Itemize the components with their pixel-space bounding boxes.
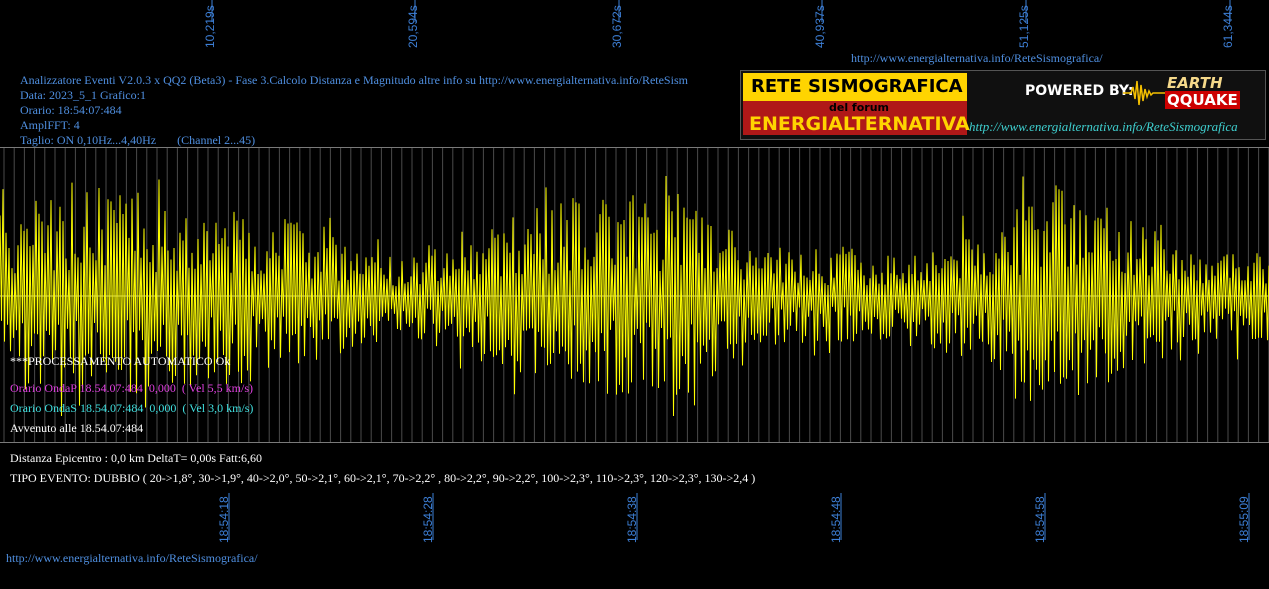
bottom-axis-label: 18:54:38 (625, 496, 639, 543)
logo-yellow-band (743, 73, 967, 101)
rete-sismografica-logo: RETE SISMOGRAFICA del forum ENERGIALTERN… (740, 70, 1266, 140)
bottom-axis-label: 18:54:18 (217, 496, 231, 543)
bottom-axis-label: 18:54:48 (829, 496, 843, 543)
logo-url[interactable]: http://www.energialternativa.info/ReteSi… (969, 119, 1238, 134)
bottom-axis-label: 18:54:28 (421, 496, 435, 543)
header-date: Data: 2023_5_1 Grafico:1 (20, 88, 146, 102)
header-amplfft: AmplFFT: 4 (20, 118, 80, 132)
header-filter: Taglio: ON 0,10Hz...4,40Hz (Channel 2...… (20, 133, 256, 147)
top-axis-label: 10,219s (203, 5, 217, 48)
header-time: Orario: 18:54:07:484 (20, 103, 122, 117)
logo-name: ENERGIALTERNATIVA (749, 113, 970, 135)
powered-by-label: POWERED BY: (1025, 83, 1134, 99)
event-time: Avvenuto alle 18.54.07:484 (10, 421, 144, 435)
top-url-link[interactable]: http://www.energialternativa.info/ReteSi… (851, 51, 1103, 65)
onda-p-time: Orario OndaP 18.54.07:484 0,000 ( Vel 5,… (10, 381, 253, 395)
top-axis-label: 51,125s (1017, 5, 1031, 48)
top-axis-label: 30,672s (610, 5, 624, 48)
bottom-axis-label: 18:54:58 (1033, 496, 1047, 543)
earthquake-logo-bottom: QQUAKE (1165, 91, 1240, 109)
epicenter-distance: Distanza Epicentro : 0,0 km DeltaT= 0,00… (10, 451, 263, 465)
seismograph-wave-icon (1123, 80, 1169, 106)
top-axis-label: 40,937s (813, 5, 827, 48)
bottom-url-link[interactable]: http://www.energialternativa.info/ReteSi… (6, 551, 258, 565)
plot-top-border (0, 147, 1269, 148)
header-title: Analizzatore Eventi V2.0.3 x QQ2 (Beta3)… (20, 73, 688, 87)
event-type: TIPO EVENTO: DUBBIO ( 20->1,8°, 30->1,9°… (10, 471, 756, 485)
processing-status: ***PROCESSAMENTO AUTOMATICO Ok (10, 354, 231, 368)
top-axis-label: 20,594s (406, 5, 420, 48)
onda-s-time: Orario OndaS 18.54.07:484 0,000 ( Vel 3,… (10, 401, 254, 415)
seismic-trace (0, 175, 1269, 417)
logo-subtitle: del forum (829, 101, 889, 114)
earthquake-logo-top: EARTH (1167, 74, 1223, 92)
axis-ticks (211, 0, 1250, 540)
logo-title: RETE SISMOGRAFICA (751, 76, 963, 97)
plot-bottom-border (0, 442, 1269, 443)
bottom-axis-label: 18:55:09 (1237, 496, 1251, 543)
top-axis-label: 61,344s (1221, 5, 1235, 48)
logo-badge: RETE SISMOGRAFICA del forum ENERGIALTERN… (743, 73, 970, 135)
